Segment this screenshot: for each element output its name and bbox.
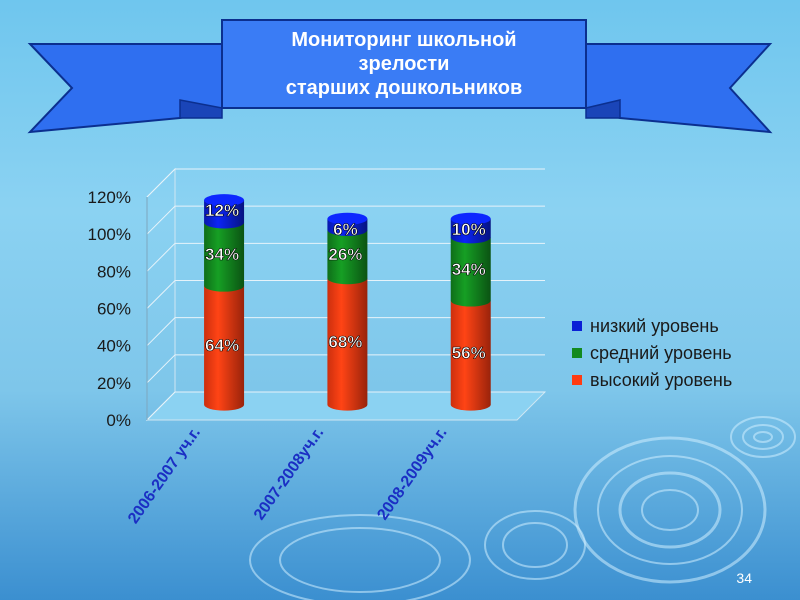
ribbon-right-fold xyxy=(585,99,621,119)
bar-chart: 0% 20% 40% 60% 80% 100% 120% 64% 34% 12% 2006-2007… xyxy=(88,167,732,527)
data-label: 56% xyxy=(452,344,486,363)
x-category-label: 2006-2007 уч.г. xyxy=(125,425,204,527)
legend-swatch-high xyxy=(572,375,582,385)
ribbon-left-tail xyxy=(27,43,223,134)
data-label: 64% xyxy=(205,336,239,355)
legend-label: низкий уровень xyxy=(590,316,719,336)
gridline xyxy=(146,354,545,384)
x-category-label: 2007-2008уч.г. xyxy=(251,425,327,524)
x-category-label: 2008-2009уч.г. xyxy=(374,425,450,524)
gridline xyxy=(146,391,545,421)
ribbon-left-fold xyxy=(179,99,223,119)
slide-title-line-2: зрелости xyxy=(358,53,450,75)
page-number: 34 xyxy=(736,570,752,586)
cylinder-top-cap xyxy=(204,194,245,207)
gridline xyxy=(146,317,545,347)
data-label: 68% xyxy=(328,332,362,351)
cylinder-segment-high xyxy=(450,300,491,411)
ribbon-right-tail xyxy=(585,43,773,134)
cylinder-segment-medium xyxy=(327,229,368,285)
title-ribbon xyxy=(27,19,773,134)
water-ripples-decoration xyxy=(249,416,796,600)
cylinder-segment-medium xyxy=(204,222,245,292)
gridline xyxy=(146,280,545,309)
legend-swatch-medium xyxy=(572,348,582,358)
legend-swatch-low xyxy=(572,321,582,331)
legend-label: средний уровень xyxy=(590,343,732,363)
gridline xyxy=(146,168,545,198)
data-label: 26% xyxy=(328,245,362,264)
data-label: 6% xyxy=(333,220,358,239)
y-tick-label: 0% xyxy=(106,411,131,430)
ribbon-center-panel xyxy=(221,19,587,109)
cylinder-segment-high xyxy=(204,285,245,411)
y-tick-label: 20% xyxy=(97,374,131,393)
gridline xyxy=(146,205,545,235)
y-tick-label: 100% xyxy=(88,225,131,244)
y-tick-label: 40% xyxy=(97,337,131,356)
slide-title-line-1: Мониторинг школьной xyxy=(291,29,517,51)
y-tick-label: 60% xyxy=(97,300,131,319)
cylinder-segment-low xyxy=(204,200,245,229)
y-tick-label: 80% xyxy=(97,262,131,281)
cylinder-segment-high xyxy=(327,278,368,411)
slide-title-line-3: старших дошкольников xyxy=(285,77,523,99)
data-label: 34% xyxy=(205,245,239,264)
cylinder-top-cap xyxy=(450,212,491,225)
data-label: 10% xyxy=(452,220,486,239)
data-label: 34% xyxy=(452,260,486,279)
cylinder-top-cap xyxy=(327,212,368,225)
legend-label: высокий уровень xyxy=(590,370,732,390)
cylinder-segment-medium xyxy=(450,237,491,307)
gridline xyxy=(146,242,545,272)
cylinder-segment-low xyxy=(450,218,491,244)
data-label: 12% xyxy=(205,201,239,220)
y-tick-label: 120% xyxy=(88,188,131,207)
slide-title: Мониторинг школьной зрелости старших дош… xyxy=(222,20,586,108)
